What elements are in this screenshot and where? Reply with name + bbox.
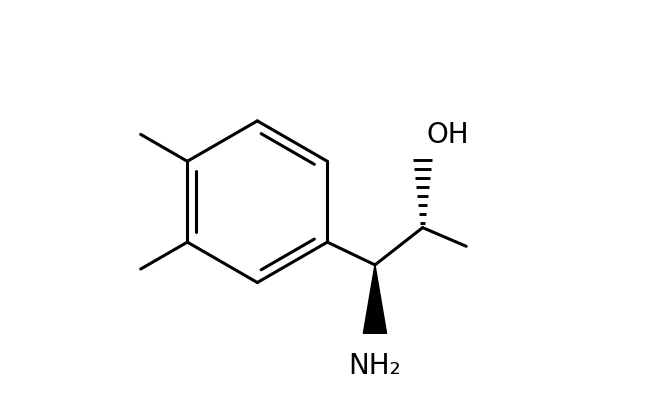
Text: OH: OH (427, 121, 470, 149)
Polygon shape (363, 265, 387, 333)
Text: NH₂: NH₂ (349, 352, 401, 380)
